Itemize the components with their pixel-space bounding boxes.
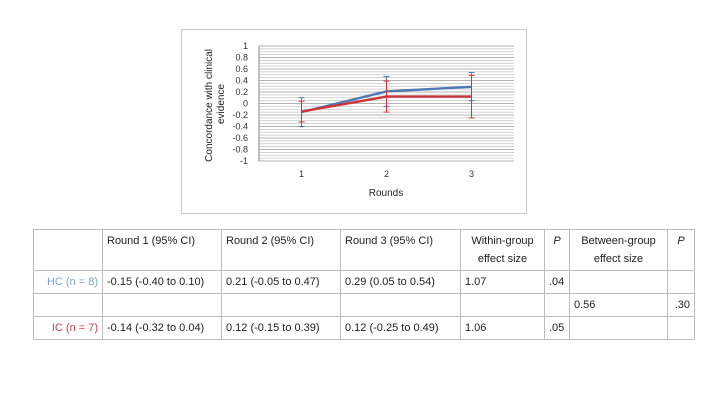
ic-group-label: IC (n = 7) (33, 316, 103, 340)
chart-series (298, 71, 475, 127)
between-effect-value: 0.56 (569, 293, 668, 317)
y-tick-label: 0 (243, 99, 248, 109)
y-axis-ticks: 1 0.80.6 0.40.2 0-0.2 -0.4-0.6 -0.8-1 (232, 41, 248, 166)
table-header-row: Round 1 (95% CI) Round 2 (95% CI) Round … (33, 229, 695, 271)
results-table: Round 1 (95% CI) Round 2 (95% CI) Round … (33, 229, 695, 340)
y-axis-title: Concordance with clinical evidence (204, 46, 227, 162)
y-tick-label: -1 (240, 156, 248, 166)
y-tick-label: -0.6 (232, 133, 248, 143)
header-p-between: P (667, 229, 695, 271)
header-within-effect: Within-group effect size (460, 229, 545, 271)
y-tick-label: 0.8 (235, 53, 248, 63)
ic-between-empty (569, 316, 668, 340)
between-empty-6 (544, 293, 570, 317)
ic-p: .05 (544, 316, 570, 340)
between-empty-2 (102, 293, 222, 317)
between-empty-3 (221, 293, 341, 317)
hc-between-p-empty (667, 270, 695, 294)
between-empty-5 (460, 293, 545, 317)
chart-figure: 1 0.8 0.6 0.4 0.2 0 -0.2 -0.4 -0.6 -0.8 -1 1 2 3 Rou… (181, 29, 527, 214)
x-tick-label: 2 (384, 169, 389, 179)
x-axis-ticks: 1 2 3 (299, 169, 474, 179)
ic-round1: -0.14 (-0.32 to 0.04) (102, 316, 222, 340)
y-tick-label: 1 (243, 41, 248, 51)
between-empty-1 (33, 293, 103, 317)
table-row-between: 0.56 .30 (33, 293, 695, 317)
header-between-effect: Between-group effect size (569, 229, 668, 271)
hc-round1: -0.15 (-0.40 to 0.10) (102, 270, 222, 294)
y-tick-label: -0.4 (232, 122, 248, 132)
y-tick-label: 0.2 (235, 87, 248, 97)
table-row-ic: IC (n = 7) -0.14 (-0.32 to 0.04) 0.12 (-… (33, 316, 695, 340)
hc-within-effect: 1.07 (460, 270, 545, 294)
y-tick-label: -0.8 (232, 145, 248, 155)
x-axis-title: Rounds (369, 188, 403, 199)
header-round3: Round 3 (95% CI) (340, 229, 461, 271)
ic-round2: 0.12 (-0.15 to 0.39) (221, 316, 341, 340)
hc-p: .04 (544, 270, 570, 294)
header-blank-cell (33, 229, 103, 271)
ic-round3: 0.12 (-0.25 to 0.49) (340, 316, 461, 340)
y-tick-label: 0.4 (235, 76, 248, 86)
table-row-hc: HC (n = 8) -0.15 (-0.40 to 0.10) 0.21 (-… (33, 270, 695, 294)
hc-round2: 0.21 (-0.05 to 0.47) (221, 270, 341, 294)
header-p-within: P (544, 229, 570, 271)
hc-round3: 0.29 (0.05 to 0.54) (340, 270, 461, 294)
y-tick-label: 0.6 (235, 64, 248, 74)
x-tick-label: 1 (299, 169, 304, 179)
x-tick-label: 3 (469, 169, 474, 179)
y-tick-label: -0.2 (232, 110, 248, 120)
ic-between-p-empty (667, 316, 695, 340)
between-empty-4 (340, 293, 461, 317)
between-p-value: .30 (667, 293, 695, 317)
hc-group-label: HC (n = 8) (33, 270, 103, 294)
hc-between-empty (569, 270, 668, 294)
line-chart: 1 0.80.6 0.40.2 0-0.2 -0.4-0.6 -0.8-1 1 2 3 Rou… (204, 41, 514, 199)
header-round1: Round 1 (95% CI) (102, 229, 222, 271)
ic-within-effect: 1.06 (460, 316, 545, 340)
header-round2: Round 2 (95% CI) (221, 229, 341, 271)
